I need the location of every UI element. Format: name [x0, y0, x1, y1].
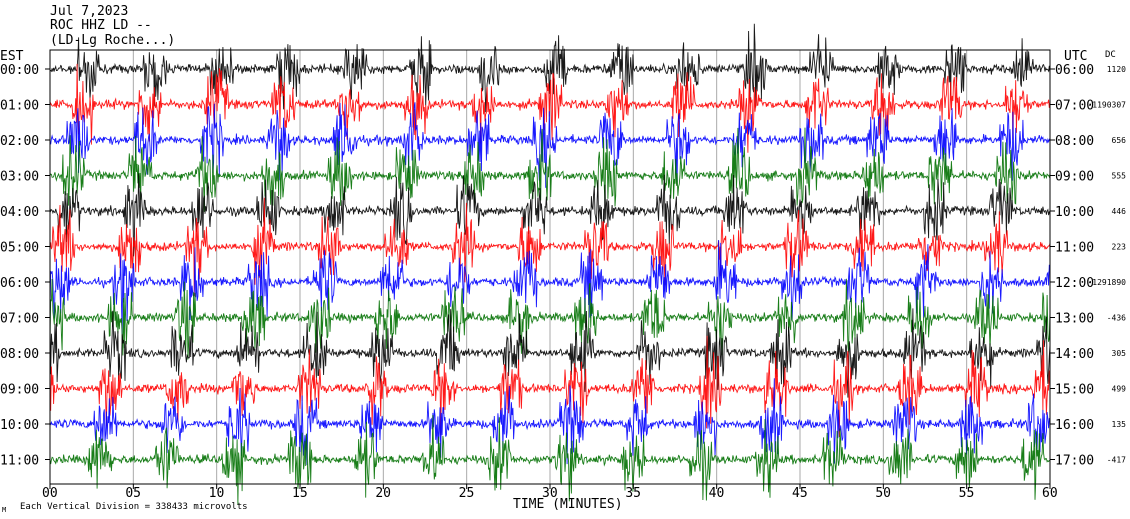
dc-offset-value: 499 [1112, 385, 1127, 394]
x-tick-label: 60 [1042, 486, 1058, 501]
x-tick-label: 35 [625, 486, 641, 501]
est-hour-label: 06:00 [0, 276, 39, 291]
seismic-trace [49, 414, 1051, 505]
x-axis-title: TIME (MINUTES) [513, 497, 623, 512]
x-tick-label: 30 [542, 486, 558, 501]
x-tick-label: 25 [459, 486, 475, 501]
utc-axis-label: UTC [1064, 49, 1087, 64]
dc-offset-value: 305 [1112, 349, 1127, 358]
x-tick-label: 10 [209, 486, 225, 501]
est-hour-label: 03:00 [0, 170, 39, 185]
seismic-trace [49, 308, 1051, 398]
dc-offset-value: 656 [1112, 136, 1127, 145]
dc-offset-value: 135 [1112, 420, 1127, 429]
header-date: Jul 7,2023 [50, 4, 128, 19]
seismic-trace [49, 173, 1051, 257]
header-station: ROC HHZ LD -- [50, 18, 152, 33]
utc-hour-label: 09:00 [1055, 170, 1094, 185]
utc-hour-label: 17:00 [1055, 454, 1094, 469]
plot-frame [45, 49, 1055, 489]
seismic-trace [49, 127, 1051, 212]
dc-offset-value: 446 [1112, 207, 1127, 216]
dc-offset-value: 555 [1112, 172, 1127, 181]
seismic-traces [49, 23, 1051, 505]
x-tick-label: 40 [709, 486, 725, 501]
seismic-trace [49, 23, 1051, 113]
seismic-trace [49, 197, 1051, 297]
x-tick-label: 05 [125, 486, 141, 501]
corner-mark: M [2, 506, 6, 514]
dc-column-label: DC [1105, 50, 1116, 60]
seismic-trace [49, 102, 1051, 188]
axis-labels: 00 05 10 15 20 25 30 35 40 45 50 55 60 00:00 06:00 1120… [0, 63, 1126, 501]
dc-offset-value: -436 [1107, 314, 1126, 323]
est-hour-label: 04:00 [0, 205, 39, 220]
dc-offset-value: -1190307 [1087, 101, 1126, 110]
est-hour-label: 10:00 [0, 418, 39, 433]
est-axis-label: EST [0, 49, 24, 64]
seismic-trace [49, 239, 1051, 335]
utc-hour-label: 11:00 [1055, 241, 1094, 256]
x-tick-label: 15 [292, 486, 308, 501]
utc-hour-label: 07:00 [1055, 99, 1094, 114]
utc-hour-label: 13:00 [1055, 312, 1094, 327]
dc-offset-value: -1291890 [1087, 278, 1126, 287]
utc-hour-label: 12:00 [1055, 276, 1094, 291]
est-hour-label: 00:00 [0, 63, 39, 78]
est-hour-label: 07:00 [0, 312, 39, 327]
x-tick-label: 55 [959, 486, 975, 501]
seismic-trace [49, 378, 1051, 466]
est-hour-label: 02:00 [0, 134, 39, 149]
x-tick-label: 45 [792, 486, 808, 501]
utc-hour-label: 15:00 [1055, 383, 1094, 398]
header-location: (LD-Lg Roche...) [50, 33, 175, 48]
utc-hour-label: 08:00 [1055, 134, 1094, 149]
seismic-trace [49, 335, 1051, 438]
est-hour-label: 01:00 [0, 99, 39, 114]
est-hour-label: 09:00 [0, 383, 39, 398]
dc-offset-value: 1120 [1107, 65, 1126, 74]
est-hour-label: 05:00 [0, 241, 39, 256]
dc-offset-value: -417 [1107, 456, 1126, 465]
utc-hour-label: 10:00 [1055, 205, 1094, 220]
x-tick-label: 50 [875, 486, 891, 501]
utc-hour-label: 14:00 [1055, 347, 1094, 362]
utc-hour-label: 06:00 [1055, 63, 1094, 78]
x-tick-label: 00 [42, 486, 58, 501]
est-hour-label: 08:00 [0, 347, 39, 362]
x-tick-label: 20 [375, 486, 391, 501]
utc-hour-label: 16:00 [1055, 418, 1094, 433]
seismic-trace [49, 278, 1051, 360]
dc-offset-value: 223 [1112, 243, 1127, 252]
seismic-trace [49, 63, 1051, 153]
est-hour-label: 11:00 [0, 454, 39, 469]
footer-scale-note: Each Vertical Division = 338433 microvol… [20, 502, 248, 512]
